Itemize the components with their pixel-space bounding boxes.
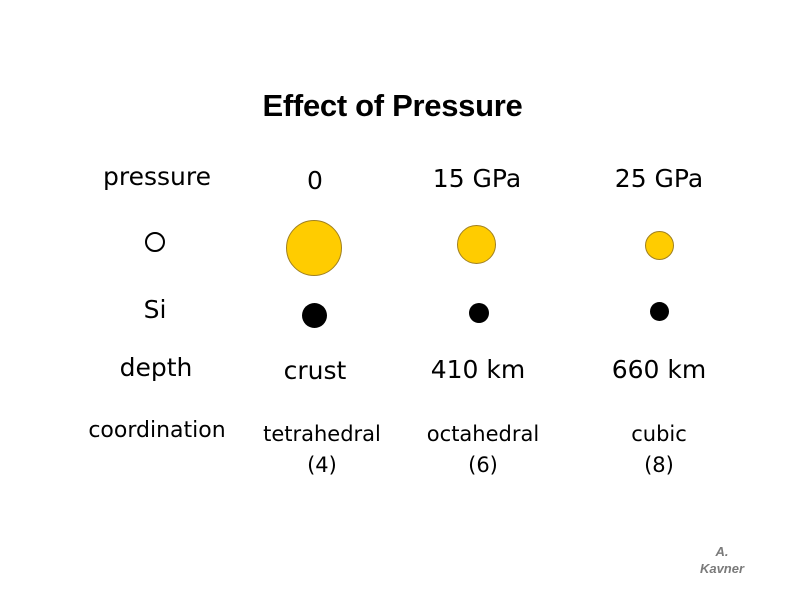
silicon-ion-circle	[302, 303, 327, 328]
slide-title: Effect of Pressure	[262, 88, 523, 123]
oxygen-ion-circle	[645, 231, 674, 260]
coordination-value: tetrahedral (4)	[263, 419, 381, 481]
pressure-value: 15 GPa	[432, 164, 522, 193]
silicon-ion-circle	[469, 303, 489, 323]
coordination-value: octahedral (6)	[427, 419, 539, 481]
coordination-type: octahedral	[426, 422, 540, 446]
row-label-pressure: pressure	[103, 162, 211, 191]
coordination-type: tetrahedral	[263, 422, 381, 446]
coordination-type: cubic	[631, 422, 687, 446]
row-label-si: Si	[143, 295, 167, 324]
coordination-number: (4)	[307, 453, 337, 477]
coordination-number: (8)	[644, 453, 674, 477]
oxygen-ion-key-icon	[145, 232, 165, 252]
credit-surname: Kavner	[699, 561, 745, 576]
depth-value: crust	[283, 356, 347, 385]
pressure-value: 0	[307, 166, 323, 195]
author-credit: A. Kavner	[700, 543, 744, 577]
coordination-number: (6)	[468, 453, 498, 477]
oxygen-ion-circle	[286, 220, 342, 276]
row-label-depth: depth	[119, 353, 193, 382]
pressure-value: 25 GPa	[614, 164, 704, 193]
oxygen-ion-circle	[457, 225, 496, 264]
coordination-value: cubic (8)	[631, 419, 687, 481]
credit-initial: A.	[715, 544, 729, 559]
depth-value: 660 km	[611, 355, 707, 384]
row-label-coordination: coordination	[88, 418, 226, 443]
silicon-ion-circle	[650, 302, 669, 321]
depth-value: 410 km	[430, 355, 526, 384]
